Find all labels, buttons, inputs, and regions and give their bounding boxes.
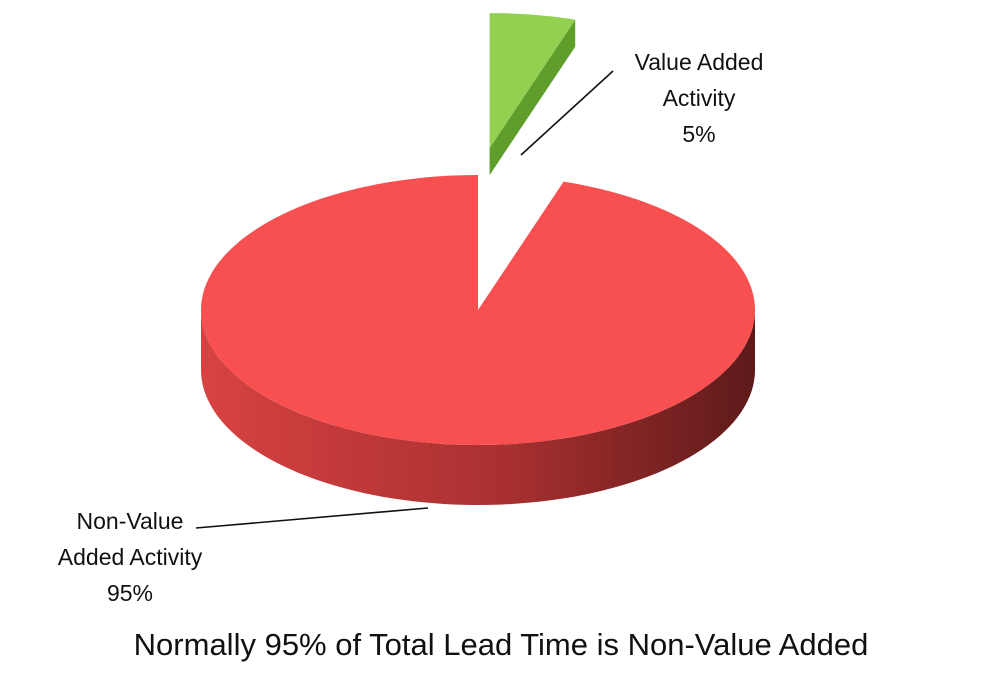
slice-label-value-added-line-1: Value Added [635,49,764,75]
slice-label-value-added-line-2: Activity [663,85,736,111]
pie-slice-value-added [489,13,576,149]
pie-marks [201,13,755,505]
pie-slice-side-non-value-added [201,310,755,505]
slice-value-label-value-added: 5% [682,121,715,147]
chart-title: Normally 95% of Total Lead Time is Non-V… [134,627,869,662]
leader-line-value-added [520,70,614,156]
slice-label-non-value-added-line-2: Added Activity [58,544,203,570]
slice-label-value-added: Value Added Activity 5% [635,49,764,147]
pie-slice-non-value-added [201,175,755,445]
slice-label-non-value-added-line-1: Non-Value [77,508,184,534]
leader-line-non-value-added [195,507,429,529]
slice-label-non-value-added: Non-Value Added Activity 95% [58,508,203,606]
slice-value-label-non-value-added: 95% [107,580,153,606]
pie-slice-side-value-added [489,19,576,176]
